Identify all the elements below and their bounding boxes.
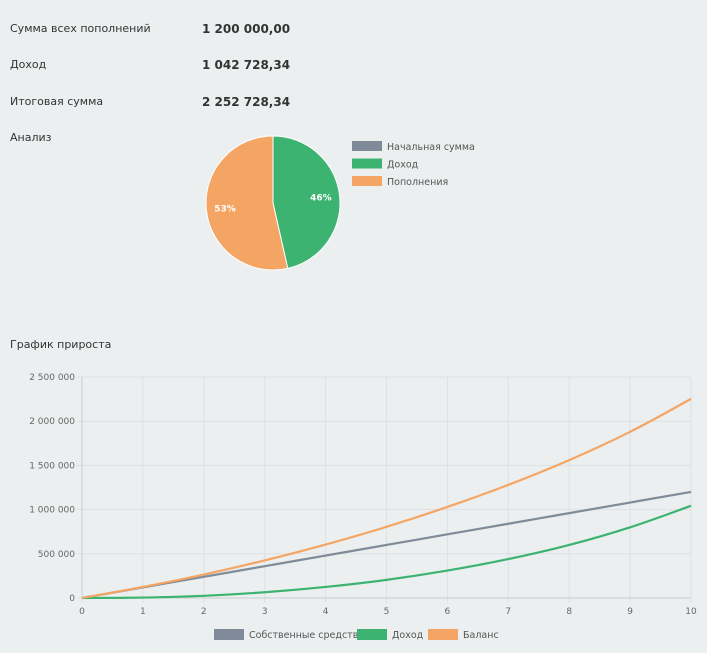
x-tick-label: 0	[79, 607, 85, 617]
x-tick-label: 7	[505, 607, 511, 617]
legend-swatch	[428, 629, 458, 640]
legend-swatch	[214, 629, 244, 640]
y-tick-label: 1 000 000	[29, 506, 75, 516]
x-tick-label: 6	[445, 607, 451, 617]
legend-label: Собственные средства	[249, 630, 364, 641]
legend-swatch	[352, 141, 382, 151]
summary-value: 2 252 728,34	[202, 95, 291, 109]
summary-label: Итоговая сумма	[10, 95, 104, 108]
legend-swatch	[352, 158, 382, 169]
legend-swatch	[352, 176, 382, 186]
summary-label: Сумма всех пополнений	[10, 22, 151, 35]
y-tick-label: 500 000	[38, 550, 75, 560]
pie-slice-label: 46%	[310, 194, 332, 204]
legend-label: Доход	[387, 160, 419, 171]
analysis-heading: Анализ	[10, 131, 52, 144]
pie-slice-income	[272, 135, 341, 269]
y-tick-label: 2 000 000	[29, 417, 75, 427]
legend-swatch	[357, 629, 387, 640]
legend-label: Баланс	[463, 630, 499, 641]
legend-label: Пополнения	[387, 177, 448, 188]
pie-slice-topups	[205, 135, 289, 271]
x-tick-label: 1	[140, 607, 146, 617]
series-line-balance	[81, 397, 692, 600]
x-tick-label: 5	[384, 607, 390, 617]
series-line-own-funds	[81, 490, 692, 600]
pie-slice-label: 53%	[214, 204, 236, 214]
series-line-income	[81, 504, 692, 600]
y-tick-label: 2 500 000	[29, 373, 75, 383]
y-tick-label: 1 500 000	[29, 461, 75, 471]
x-tick-label: 4	[323, 607, 329, 617]
legend-label: Начальная сумма	[387, 142, 475, 153]
x-tick-label: 3	[262, 607, 268, 617]
growth-chart-heading: График прироста	[10, 338, 112, 351]
x-tick-label: 10	[685, 607, 697, 617]
summary-value: 1 042 728,34	[202, 58, 291, 72]
summary-label: Доход	[10, 58, 47, 71]
legend-label: Доход	[392, 630, 424, 641]
x-tick-label: 8	[566, 607, 572, 617]
x-tick-label: 9	[627, 607, 633, 617]
summary-value: 1 200 000,00	[202, 22, 291, 36]
x-tick-label: 2	[201, 607, 207, 617]
y-tick-label: 0	[69, 594, 75, 604]
